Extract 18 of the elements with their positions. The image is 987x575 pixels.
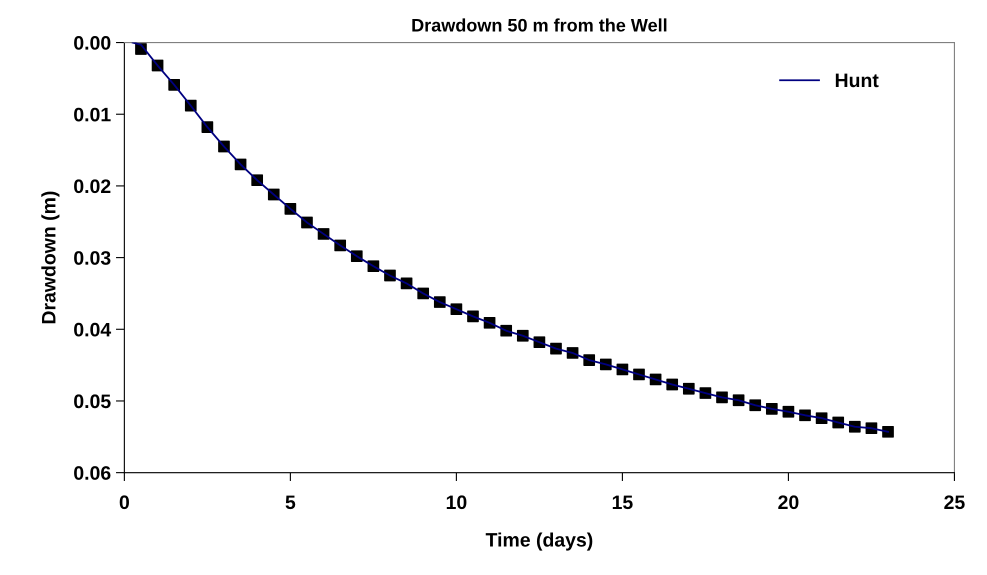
x-tick-label: 10 xyxy=(446,495,466,510)
legend-label: Hunt xyxy=(836,74,879,88)
x-tick-label: 25 xyxy=(944,495,965,510)
chart-title: Drawdown 50 m from the Well xyxy=(412,18,666,32)
y-tick-label: 0.00 xyxy=(74,36,110,50)
x-tick-label: 15 xyxy=(612,496,633,510)
y-axis-title: Drawdown (m) xyxy=(41,192,60,324)
x-tick-label: 5 xyxy=(286,496,296,510)
point xyxy=(882,426,894,438)
x-tick-label: 0 xyxy=(120,495,129,510)
y-tick-label: 0.06 xyxy=(74,466,110,480)
x-tick-label: 20 xyxy=(778,495,798,510)
y-tick-label: 0.05 xyxy=(74,394,111,408)
y-tick-label: 0.03 xyxy=(74,251,110,265)
y-tick-label: 0.04 xyxy=(74,322,112,337)
y-tick-label: 0.01 xyxy=(74,108,111,122)
y-tick-label: 0.02 xyxy=(74,179,110,194)
x-axis-title: Time (days) xyxy=(486,532,592,551)
